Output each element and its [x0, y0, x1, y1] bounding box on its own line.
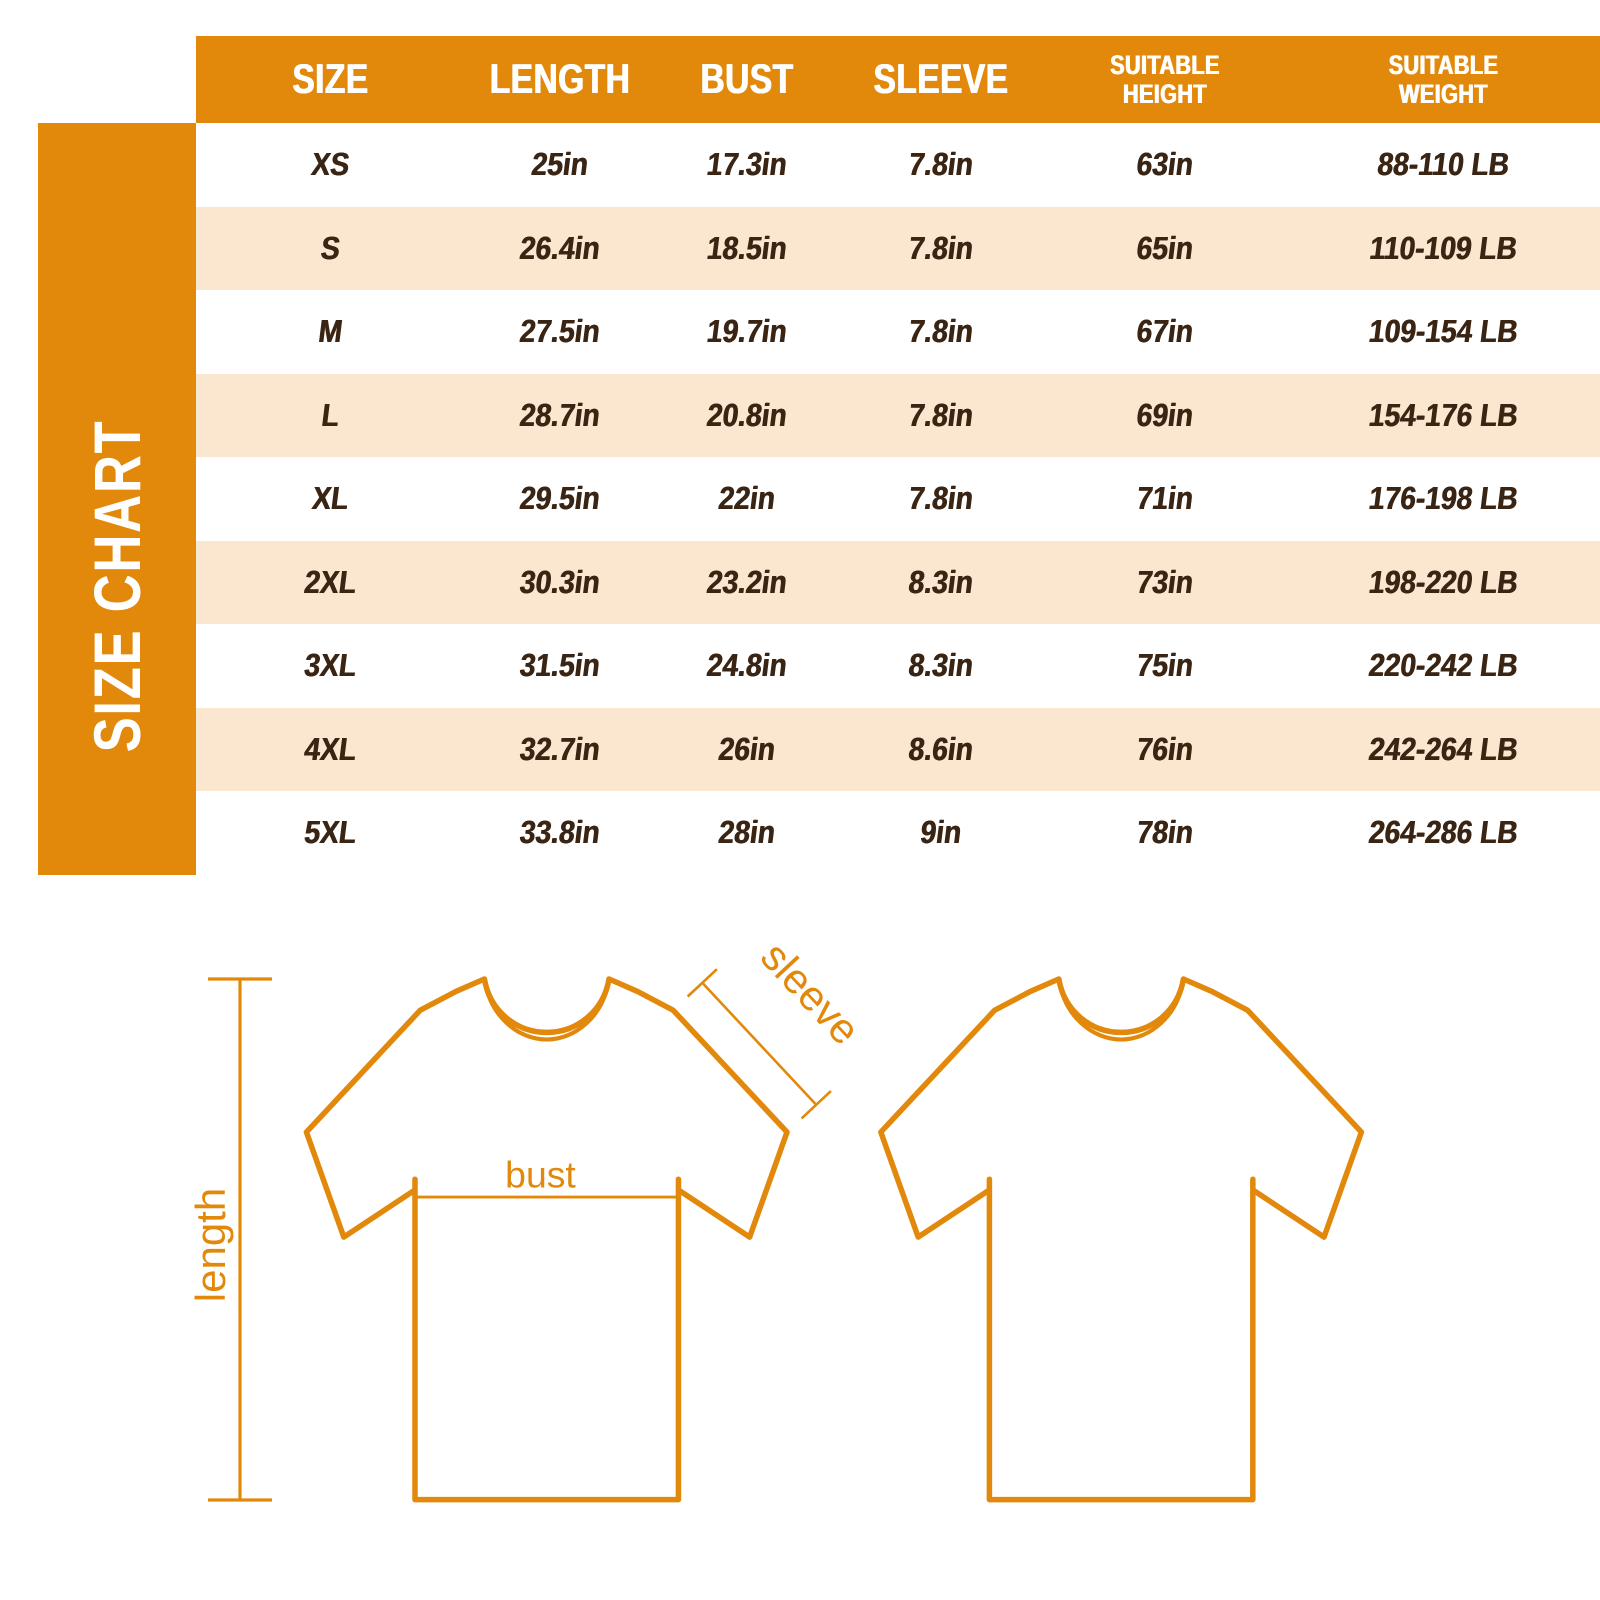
svg-text:sleeve: sleeve — [752, 933, 869, 1054]
svg-text:length: length — [187, 1188, 234, 1302]
svg-text:bust: bust — [505, 1153, 576, 1195]
